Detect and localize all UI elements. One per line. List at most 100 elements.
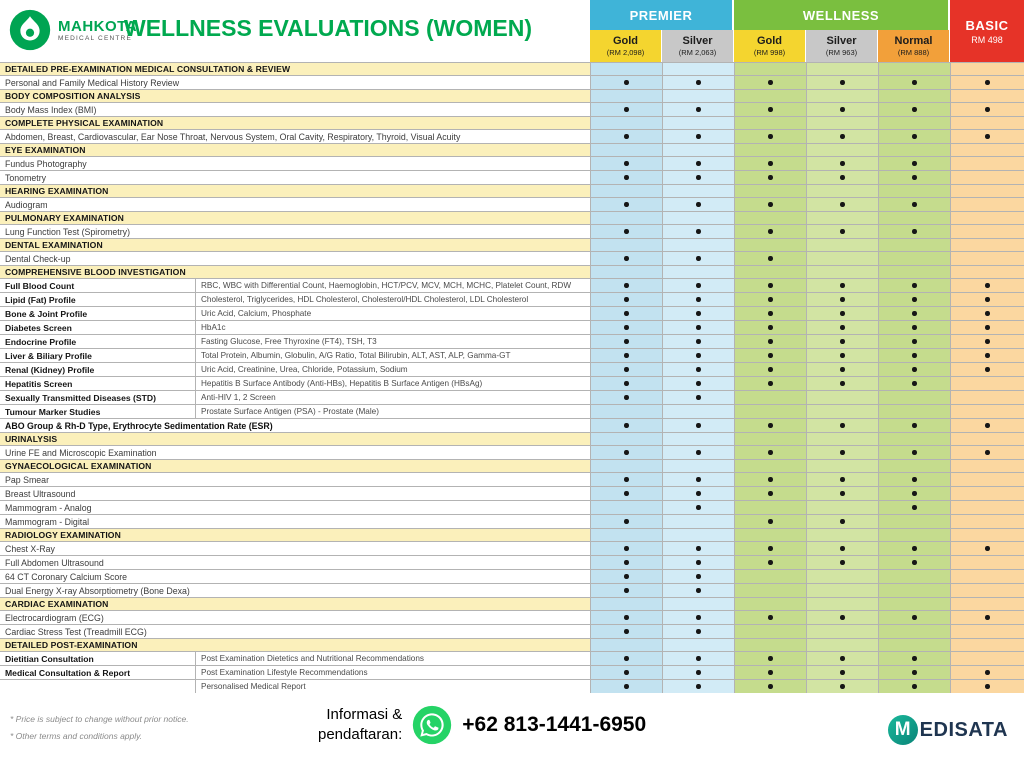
package-cell-wellness-silver — [806, 63, 878, 75]
row-label: Pap Smear — [5, 474, 50, 485]
included-dot — [985, 325, 990, 330]
package-cell-basic — [950, 377, 1024, 390]
package-cell-basic — [950, 171, 1024, 184]
footer: * Price is subject to change without pri… — [0, 693, 1024, 768]
package-cell-premier-gold — [590, 473, 662, 486]
contact-line1: Informasi & — [326, 706, 403, 723]
package-cell-wellness-silver — [806, 363, 878, 376]
included-dot — [624, 423, 629, 428]
table-row: Lung Function Test (Spirometry) — [0, 225, 1024, 239]
section-label: PULMONARY EXAMINATION — [0, 212, 590, 224]
row-label: Endocrine Profile — [5, 336, 77, 347]
included-dot — [768, 519, 773, 524]
included-dot — [912, 684, 917, 689]
included-dot — [985, 353, 990, 358]
included-dot — [696, 629, 701, 634]
included-dot — [912, 450, 917, 455]
included-dot — [840, 656, 845, 661]
section-row: DETAILED POST-EXAMINATION — [0, 639, 1024, 652]
package-cell-wellness-normal — [878, 570, 950, 583]
included-dot — [768, 560, 773, 565]
package-cell-premier-silver — [662, 556, 734, 569]
included-dot — [912, 311, 917, 316]
package-cell-wellness-silver — [806, 625, 878, 638]
package-cell-wellness-silver — [806, 611, 878, 624]
package-cell-premier-gold — [590, 363, 662, 376]
basic-label: BASIC — [965, 17, 1009, 33]
included-dot — [840, 175, 845, 180]
package-cell-wellness-normal — [878, 144, 950, 156]
included-dot — [696, 546, 701, 551]
package-price: (RM 2,098) — [606, 48, 645, 57]
included-dot — [840, 367, 845, 372]
package-cell-wellness-normal — [878, 63, 950, 75]
mahkota-logo-icon — [9, 9, 51, 51]
package-cell-wellness-gold — [734, 90, 806, 102]
included-dot — [624, 684, 629, 689]
package-price: (RM 888) — [897, 48, 930, 57]
package-cell-basic — [950, 321, 1024, 334]
included-dot — [840, 325, 845, 330]
package-cell-premier-silver — [662, 363, 734, 376]
package-cell-wellness-gold — [734, 144, 806, 156]
included-dot — [768, 256, 773, 261]
package-cell-wellness-gold — [734, 501, 806, 514]
included-dot — [768, 297, 773, 302]
included-dot — [624, 202, 629, 207]
package-cell-premier-gold — [590, 433, 662, 445]
package-cell-wellness-gold — [734, 293, 806, 306]
package-cell-premier-gold — [590, 570, 662, 583]
included-dot — [985, 283, 990, 288]
medisata-logo: M EDISATA — [887, 715, 1008, 745]
included-dot — [768, 325, 773, 330]
package-cell-wellness-silver — [806, 293, 878, 306]
whatsapp-icon[interactable] — [412, 705, 452, 745]
package-cell-basic — [950, 625, 1024, 638]
package-cell-premier-silver — [662, 117, 734, 129]
table-row: Abdomen, Breast, Cardiovascular, Ear Nos… — [0, 130, 1024, 144]
included-dot — [768, 311, 773, 316]
included-dot — [912, 80, 917, 85]
package-cell-basic — [950, 433, 1024, 445]
contact-phone[interactable]: +62 813-1441-6950 — [462, 713, 647, 736]
package-cell-wellness-normal — [878, 611, 950, 624]
row-label: Personal and Family Medical History Revi… — [5, 77, 180, 88]
package-cell-wellness-gold — [734, 307, 806, 320]
included-dot — [624, 588, 629, 593]
package-cell-premier-silver — [662, 529, 734, 541]
package-header-premier-gold: Gold (RM 2,098) — [590, 30, 662, 62]
package-cell-premier-gold — [590, 171, 662, 184]
included-dot — [912, 175, 917, 180]
package-cell-wellness-normal — [878, 652, 950, 665]
package-cell-wellness-gold — [734, 225, 806, 238]
section-row: BODY COMPOSITION ANALYSIS — [0, 90, 1024, 103]
package-cell-basic — [950, 349, 1024, 362]
package-cell-wellness-silver — [806, 117, 878, 129]
group-header-premier: PREMIER — [590, 0, 734, 30]
included-dot — [696, 450, 701, 455]
package-cell-wellness-gold — [734, 377, 806, 390]
row-label: Bone & Joint Profile — [5, 308, 88, 319]
package-cell-wellness-gold — [734, 349, 806, 362]
package-cell-premier-silver — [662, 293, 734, 306]
section-label: BODY COMPOSITION ANALYSIS — [0, 90, 590, 102]
package-cell-premier-silver — [662, 446, 734, 459]
package-cell-premier-silver — [662, 321, 734, 334]
package-cell-basic — [950, 307, 1024, 320]
package-cell-premier-silver — [662, 225, 734, 238]
included-dot — [768, 546, 773, 551]
included-dot — [624, 574, 629, 579]
included-dot — [624, 670, 629, 675]
row-label: Mammogram - Digital — [5, 516, 90, 527]
package-cell-basic — [950, 335, 1024, 348]
package-cell-wellness-gold — [734, 198, 806, 211]
package-cell-wellness-normal — [878, 279, 950, 292]
package-price: (RM 998) — [753, 48, 786, 57]
package-cell-premier-gold — [590, 144, 662, 156]
row-label: Audiogram — [5, 199, 48, 210]
row-label: Dental Check-up — [5, 253, 71, 264]
package-cell-wellness-silver — [806, 76, 878, 89]
included-dot — [985, 339, 990, 344]
included-dot — [768, 670, 773, 675]
table-row: Tumour Marker Studies Prostate Surface An… — [0, 405, 1024, 419]
